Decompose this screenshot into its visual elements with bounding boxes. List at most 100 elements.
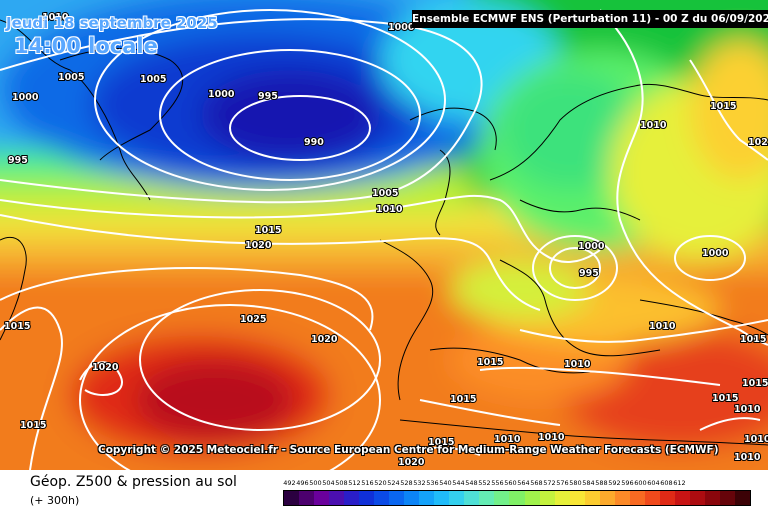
isobar-label: 1015 (428, 437, 454, 448)
scale-swatch (569, 491, 585, 505)
isobar-label: 1020 (311, 334, 338, 345)
scale-tick-label: 600 (634, 479, 647, 487)
scale-swatch (554, 491, 570, 505)
scale-tick-label: 540 (439, 479, 452, 487)
scale-tick-label: 500 (309, 479, 322, 487)
scale-swatch (314, 491, 330, 505)
isobar-label: 1010 (734, 452, 761, 463)
scale-tick-label: 520 (374, 479, 387, 487)
scale-swatch (644, 491, 660, 505)
scale-tick-label: 528 (400, 479, 413, 487)
copyright-notice: Copyright © 2025 Meteociel.fr - Source E… (98, 444, 719, 456)
scale-swatch (464, 491, 480, 505)
scale-tick-label: 544 (452, 479, 465, 487)
isobar-label: 1020 (92, 362, 119, 373)
scale-swatch (584, 491, 600, 505)
isobar-label: 995 (8, 155, 28, 166)
scale-tick-label: 612 (673, 479, 686, 487)
scale-swatch (704, 491, 720, 505)
scale-swatch (524, 491, 540, 505)
scale-swatch (449, 491, 465, 505)
scale-swatch (419, 491, 435, 505)
scale-tick-label: 492 (283, 479, 296, 487)
isobar-label: 1010 (538, 432, 565, 443)
isobar-label: 1010 (734, 404, 761, 415)
isobar-label: 1005 (58, 72, 84, 83)
scale-tick-label: 576 (556, 479, 569, 487)
scale-tick-label: 584 (582, 479, 595, 487)
isobar-label: 1015 (255, 225, 281, 236)
isobar-label: 1015 (740, 334, 766, 345)
scale-tick-label: 552 (478, 479, 491, 487)
isobar-label: 1015 (20, 420, 46, 431)
scale-swatch (494, 491, 510, 505)
legend-subtitle: (+ 300h) (30, 494, 80, 507)
scale-tick-label: 580 (569, 479, 582, 487)
color-scale-bar (283, 490, 751, 506)
scale-tick-label: 512 (348, 479, 361, 487)
isobar-label: 102 (748, 137, 768, 148)
isobar-label: 1010 (649, 321, 676, 332)
isobar-label: 1000 (578, 241, 605, 252)
scale-tick-label: 524 (387, 479, 400, 487)
legend-title: Géop. Z500 & pression au sol (30, 474, 237, 490)
isobar-label: 1005 (140, 74, 166, 85)
scale-tick-label: 572 (543, 479, 556, 487)
isobar-label: 1025 (240, 314, 266, 325)
isobar-label: 995 (579, 268, 599, 279)
scale-swatch (434, 491, 450, 505)
scale-tick-label: 536 (426, 479, 439, 487)
scale-swatch (719, 491, 735, 505)
scale-swatch (374, 491, 390, 505)
scale-tick-label: 564 (517, 479, 530, 487)
model-banner: Ensemble ECMWF ENS (Perturbation 11) - 0… (412, 10, 768, 28)
scale-swatch (329, 491, 345, 505)
isobar-label: 1015 (712, 393, 738, 404)
scale-tick-label: 568 (530, 479, 543, 487)
scale-tick-label: 516 (361, 479, 374, 487)
isobar-label: 990 (304, 137, 324, 148)
isobar-label: 1000 (208, 89, 235, 100)
isobar-label: 1010 (744, 434, 768, 445)
scale-swatch (299, 491, 315, 505)
scale-swatch (599, 491, 615, 505)
scale-tick-label: 532 (413, 479, 426, 487)
isobar-label: 1005 (372, 188, 398, 199)
scale-swatch (674, 491, 690, 505)
isobar-label: 1015 (4, 321, 30, 332)
isobar-label: 1020 (398, 457, 425, 468)
isobar-label: 1015 (710, 101, 736, 112)
isobar-label: 1000 (388, 22, 415, 33)
scale-tick-label: 504 (322, 479, 335, 487)
forecast-map: 1010 1000 1005 1005 1000 995 990 995 100… (0, 0, 768, 470)
isobar-labels: 1010 1000 1005 1005 1000 995 990 995 100… (3, 11, 768, 469)
scale-swatch (389, 491, 405, 505)
isobar-label: 1000 (702, 248, 729, 259)
forecast-date: Jeudi 18 septembre 2025 (6, 14, 218, 32)
scale-swatch (689, 491, 705, 505)
scale-tick-label: 548 (465, 479, 478, 487)
scale-swatch (614, 491, 630, 505)
isobar-label: 1000 (12, 92, 39, 103)
scale-swatch (479, 491, 495, 505)
isobars (0, 9, 768, 470)
isobar-label: 1010 (640, 120, 667, 131)
scale-tick-label: 556 (491, 479, 504, 487)
scale-swatch (539, 491, 555, 505)
isobar-label: 1015 (742, 378, 768, 389)
coastlines (0, 19, 768, 446)
isobar-label: 1010 (42, 12, 69, 23)
scale-tick-label: 496 (296, 479, 309, 487)
isobar-label: 1015 (477, 357, 503, 368)
scale-tick-label: 604 (647, 479, 660, 487)
scale-swatch (404, 491, 420, 505)
scale-tick-label: 508 (335, 479, 348, 487)
scale-swatch (659, 491, 675, 505)
color-scale-labels: 492 496 500 504 508 512 516 520 524 528 532 536 540 5… (283, 478, 751, 488)
scale-swatch (509, 491, 525, 505)
isobar-label: 1015 (450, 394, 476, 405)
scale-swatch (359, 491, 375, 505)
isobar-label: 1020 (245, 240, 272, 251)
scale-tick-label: 596 (621, 479, 634, 487)
isobar-label: 1010 (494, 434, 521, 445)
